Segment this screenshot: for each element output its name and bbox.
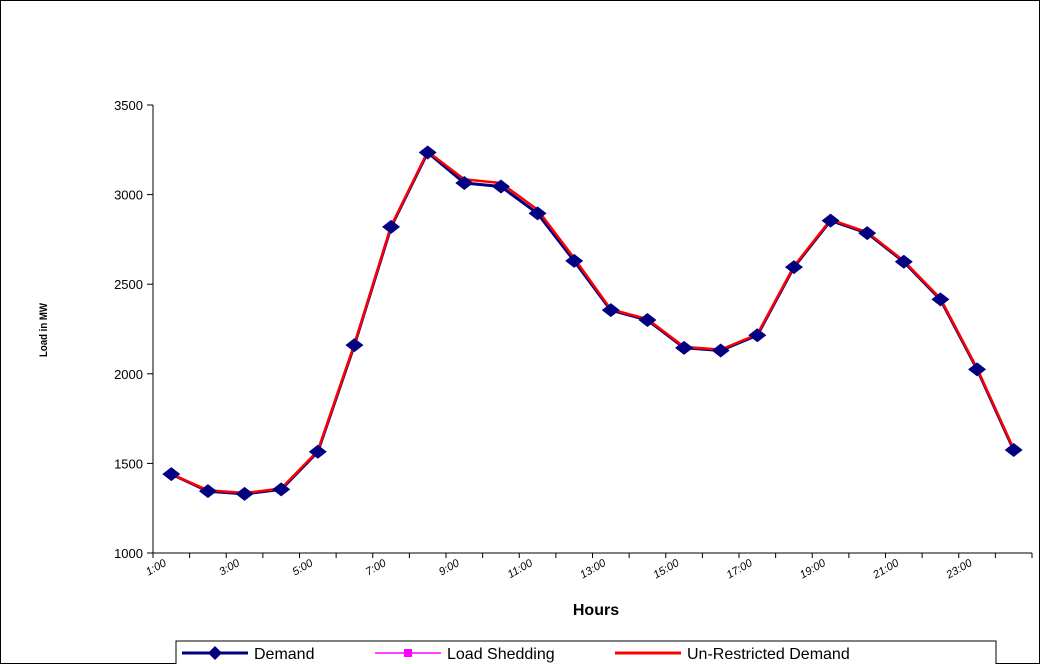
legend-label-demand: Demand	[254, 646, 314, 663]
demand-point	[784, 260, 803, 275]
x-tick-label: 13:00	[578, 557, 609, 582]
demand-point	[601, 303, 620, 318]
demand-point	[272, 482, 291, 497]
demand-point	[308, 444, 327, 459]
demand-point	[858, 226, 877, 241]
x-tick-label: 7:00	[364, 557, 389, 579]
x-axis-title: Hours	[573, 602, 619, 619]
demand-point	[528, 206, 547, 221]
x-tick-label: 21:00	[870, 557, 901, 582]
legend-marker-load-shedding	[404, 649, 412, 657]
y-tick-label: 3000	[114, 188, 143, 203]
demand-point	[455, 175, 474, 190]
legend-box	[175, 640, 997, 664]
y-tick-label: 3500	[114, 98, 143, 113]
x-tick-label: 3:00	[217, 557, 242, 579]
demand-point	[162, 467, 181, 482]
x-tick-label: 23:00	[944, 557, 975, 582]
x-tick-label: 11:00	[506, 557, 536, 581]
demand-point	[711, 343, 730, 358]
y-axis-ticks: 1000 1500 2000 2500 3000 3500	[114, 98, 153, 561]
x-tick-label: 5:00	[290, 557, 315, 579]
legend-marker-demand	[208, 646, 222, 660]
y-tick-label: 2500	[114, 277, 143, 292]
demand-point	[675, 340, 694, 355]
x-tick-label: 19:00	[798, 557, 829, 582]
y-tick-label: 2000	[114, 367, 143, 382]
x-tick-label: 1:00	[144, 557, 169, 579]
x-tick-label: 9:00	[437, 557, 462, 579]
legend-item-unrestricted-demand: Un-Restricted Demand	[615, 646, 850, 663]
series-line-demand	[170, 151, 1016, 496]
legend-item-load-shedding: Load Shedding	[375, 646, 555, 663]
demand-point	[235, 486, 254, 501]
legend: Demand Load Shedding Un-Restricted Deman…	[175, 640, 997, 664]
demand-point	[565, 253, 584, 268]
y-tick-label: 1500	[114, 456, 143, 471]
demand-point	[198, 484, 217, 499]
demand-point	[748, 328, 767, 343]
demand-point	[894, 254, 913, 269]
x-tick-label: 17:00	[725, 557, 756, 582]
demand-point	[638, 313, 657, 328]
legend-item-demand: Demand	[182, 646, 314, 663]
series-layer	[162, 145, 1023, 501]
x-axis-ticks: 1:00 3:00 5:00 7:00 9:00 11:00 13:00 15:00 17:00…	[144, 553, 1033, 582]
demand-point	[821, 213, 840, 228]
legend-label-unrestricted-demand: Un-Restricted Demand	[687, 646, 850, 663]
series-line-unrestricted-demand	[170, 150, 1015, 495]
demand-point	[968, 362, 987, 377]
y-tick-label: 1000	[114, 546, 143, 561]
x-tick-label: 15:00	[651, 557, 682, 582]
demand-point	[382, 219, 401, 234]
legend-label-load-shedding: Load Shedding	[447, 646, 555, 663]
demand-point	[345, 338, 364, 353]
demand-point	[1004, 442, 1023, 457]
demand-point	[418, 145, 437, 160]
demand-point	[931, 292, 950, 307]
demand-point	[491, 179, 510, 194]
y-axis-title: Load in MW	[38, 302, 50, 357]
